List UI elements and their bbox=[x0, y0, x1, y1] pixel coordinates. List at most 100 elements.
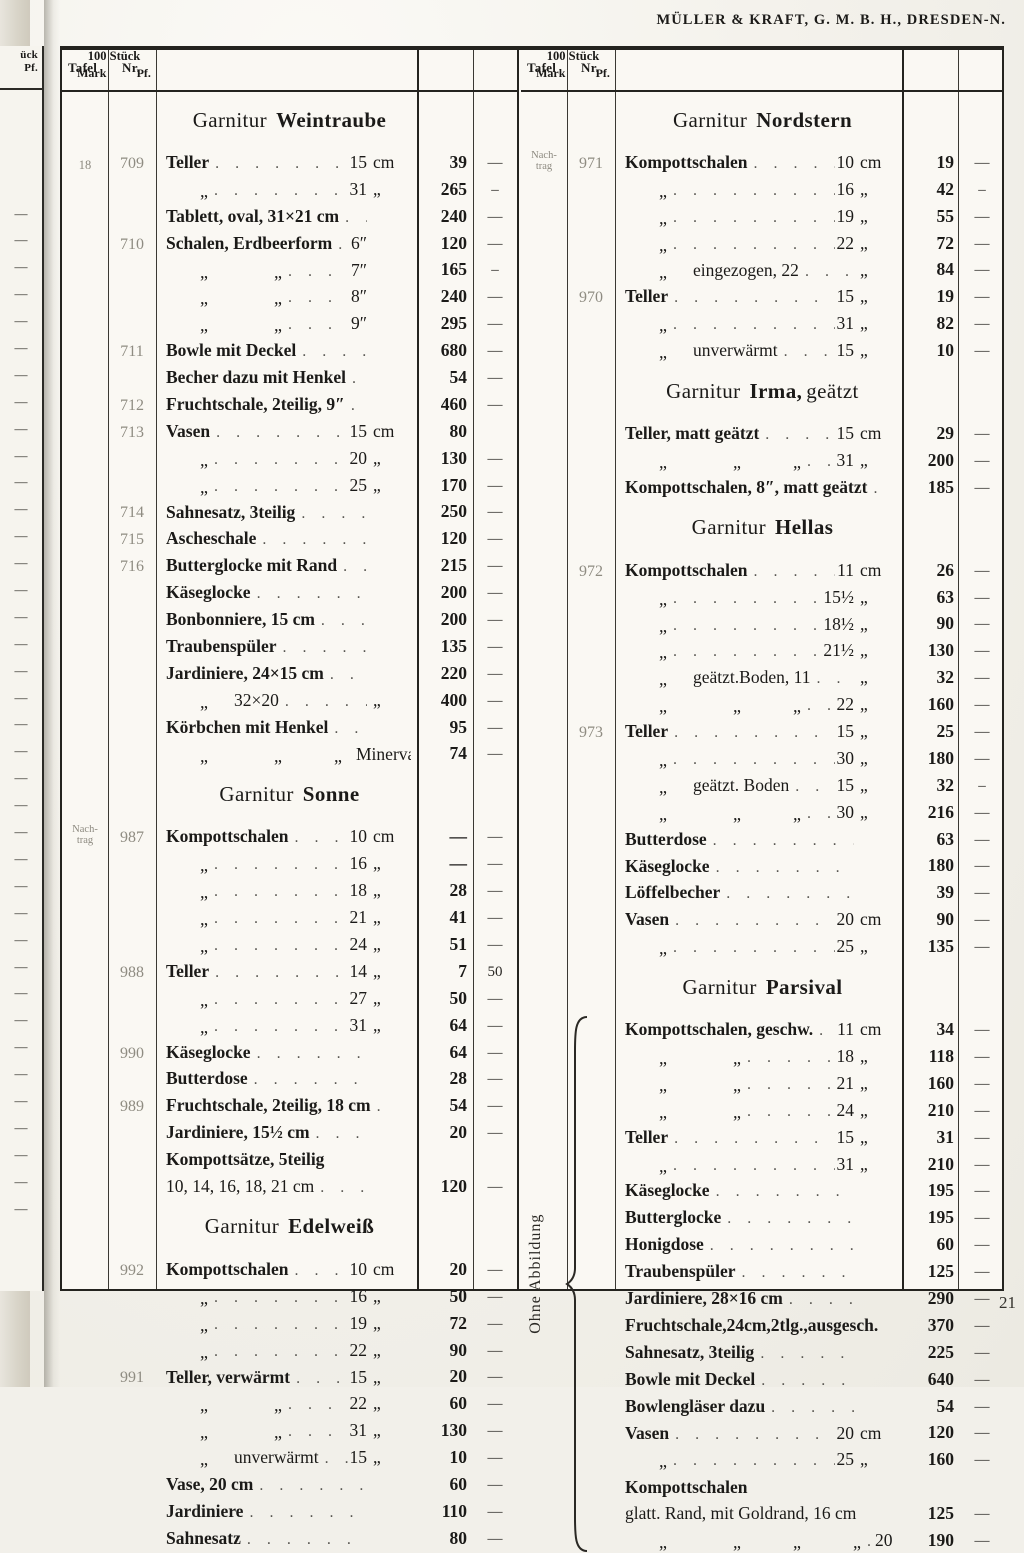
table-row[interactable]: 973 Teller . . . . . . . . . . . . . . . .… bbox=[521, 717, 1004, 744]
table-row[interactable]: 10, 14, 16, 18, 21 cm . . . . . . . . . .… bbox=[62, 1172, 517, 1199]
table-row[interactable]: Traubenspüler . . . . . . . . . . . . . .… bbox=[62, 632, 517, 659]
table-row[interactable]: Nach-trag 971 Kompottschalen . . . . . . . … bbox=[521, 148, 1004, 175]
table-row[interactable]: „ . . . . . . . . . . . . . . . . . . . .… bbox=[521, 1445, 1004, 1472]
table-row[interactable]: Bowle mit Deckel . . . . . . . . . . . . … bbox=[521, 1365, 1004, 1392]
table-row[interactable]: „ „ . . . . . . . . . . . . . . . . . . . … bbox=[62, 1416, 517, 1443]
table-row[interactable]: Becher dazu mit Henkel . . . . . . . . . … bbox=[62, 363, 517, 390]
header-price-group: 100 Stück Mark Pf. bbox=[521, 48, 625, 81]
table-row[interactable]: „ . . . . . . . . . . . . . . . . . . . .… bbox=[62, 444, 517, 471]
table-row[interactable]: 992 Kompottschalen . . . . . . . . . . . .… bbox=[62, 1255, 517, 1282]
table-row[interactable]: Bowlengläser dazu . . . . . . . . . . . .… bbox=[521, 1392, 1004, 1419]
table-row[interactable]: Butterglocke . . . . . . . . . . . . . . … bbox=[521, 1203, 1004, 1230]
table-row[interactable]: Butterdose . . . . . . . . . . . . . . . … bbox=[521, 825, 1004, 852]
table-row[interactable]: „ eingezogen, 22 . . . . . . . . . . . . .… bbox=[521, 256, 1004, 283]
column-rule-price bbox=[902, 48, 904, 1289]
table-row[interactable]: Kompottschalen bbox=[521, 1472, 1004, 1499]
dot-leader: . . . . . . . . . . . . . . . . . . . . … bbox=[350, 397, 367, 414]
table-row[interactable]: „ unverwärmt . . . . . . . . . . . . . . .… bbox=[62, 1443, 517, 1470]
table-row[interactable]: Käseglocke . . . . . . . . . . . . . . . … bbox=[521, 852, 1004, 879]
table-row[interactable]: „ . . . . . . . . . . . . . . . . . . . .… bbox=[521, 1150, 1004, 1177]
table-row[interactable]: 715 Ascheschale . . . . . . . . . . . . . … bbox=[62, 524, 517, 551]
table-row[interactable]: Jardiniere, 24×15 cm . . . . . . . . . . … bbox=[62, 659, 517, 686]
table-row[interactable]: Jardiniere, 15½ cm . . . . . . . . . . . … bbox=[62, 1118, 517, 1145]
table-row[interactable]: „ . . . . . . . . . . . . . . . . . . . .… bbox=[521, 583, 1004, 610]
cell-description: „ „ . . . . . . . . . . . . . . . . . . . … bbox=[156, 1420, 411, 1443]
table-row[interactable]: „ . . . . . . . . . . . . . . . . . . . .… bbox=[62, 175, 517, 202]
table-row[interactable]: 714 Sahnesatz, 3teilig . . . . . . . . . .… bbox=[62, 498, 517, 525]
table-row[interactable]: 970 Teller . . . . . . . . . . . . . . . .… bbox=[521, 282, 1004, 309]
table-row[interactable]: „ „ . . . . . . . . . . . . . . . . . . . … bbox=[521, 1096, 1004, 1123]
table-row[interactable]: „ . . . . . . . . . . . . . . . . . . . .… bbox=[62, 930, 517, 957]
table-row[interactable]: „ . . . . . . . . . . . . . . . . . . . .… bbox=[521, 229, 1004, 256]
table-row[interactable]: „ . . . . . . . . . . . . . . . . . . . .… bbox=[521, 175, 1004, 202]
table-row[interactable]: „ „ . . . . . . . . . . . . . . . . . . . … bbox=[521, 1069, 1004, 1096]
table-row[interactable]: „ . . . . . . . . . . . . . . . . . . . .… bbox=[62, 849, 517, 876]
table-row[interactable]: Butterdose . . . . . . . . . . . . . . . … bbox=[62, 1065, 517, 1092]
table-row[interactable]: 972 Kompottschalen . . . . . . . . . . . .… bbox=[521, 556, 1004, 583]
table-row[interactable]: „ unverwärmt . . . . . . . . . . . . . . .… bbox=[521, 336, 1004, 363]
table-row[interactable]: Tablett, oval, 31×21 cm . . . . . . . . .… bbox=[62, 202, 517, 229]
table-row[interactable]: 711 Bowle mit Deckel . . . . . . . . . . .… bbox=[62, 336, 517, 363]
table-row[interactable]: „ „ „ . . . . . . . . . . . . . . . . . . .… bbox=[521, 690, 1004, 717]
table-row[interactable]: „ . . . . . . . . . . . . . . . . . . . .… bbox=[521, 309, 1004, 336]
table-row[interactable]: 991 Teller, verwärmt . . . . . . . . . . .… bbox=[62, 1363, 517, 1390]
table-row[interactable]: Nach-trag 987 Kompottschalen . . . . . . . … bbox=[62, 822, 517, 849]
table-row[interactable]: Sahnesatz, 3teilig . . . . . . . . . . . … bbox=[521, 1338, 1004, 1365]
table-row[interactable]: Käseglocke . . . . . . . . . . . . . . . … bbox=[62, 578, 517, 605]
table-row[interactable]: Fruchtschale,24cm,2tlg.,ausgesch. 370 — bbox=[521, 1311, 1004, 1338]
table-row[interactable]: Vasen . . . . . . . . . . . . . . . . . .… bbox=[521, 1419, 1004, 1446]
table-row[interactable]: „ „ „ . . . . . . . . . . . . . . . . . . .… bbox=[521, 446, 1004, 473]
table-row[interactable]: Vase, 20 cm . . . . . . . . . . . . . . .… bbox=[62, 1470, 517, 1497]
table-row[interactable]: Bonbonniere, 15 cm . . . . . . . . . . . … bbox=[62, 605, 517, 632]
table-row[interactable]: glatt. Rand, mit Goldrand, 16 cm 125 — bbox=[521, 1499, 1004, 1526]
table-row[interactable]: „ . . . . . . . . . . . . . . . . . . . .… bbox=[62, 876, 517, 903]
table-row[interactable]: Käseglocke . . . . . . . . . . . . . . . … bbox=[521, 1177, 1004, 1204]
table-row[interactable]: „ . . . . . . . . . . . . . . . . . . . .… bbox=[62, 903, 517, 930]
table-row[interactable]: „ . . . . . . . . . . . . . . . . . . . .… bbox=[62, 1336, 517, 1363]
table-row[interactable]: „ „ . . . . . . . . . . . . . . . . . . . … bbox=[62, 309, 517, 336]
table-row[interactable]: Teller, matt geätzt . . . . . . . . . . .… bbox=[521, 419, 1004, 446]
table-row[interactable]: 713 Vasen . . . . . . . . . . . . . . . . … bbox=[62, 417, 517, 444]
table-row[interactable]: Teller . . . . . . . . . . . . . . . . . … bbox=[521, 1123, 1004, 1150]
table-row[interactable]: „ „ . . . . . . . . . . . . . . . . . . . … bbox=[62, 282, 517, 309]
table-row[interactable]: „ . . . . . . . . . . . . . . . . . . . .… bbox=[521, 932, 1004, 959]
table-row[interactable]: „ „ „ . . . . . . . . . . . . . . . . . . .… bbox=[521, 798, 1004, 825]
table-row[interactable]: „ 32×20 . . . . . . . . . . . . . . . . . … bbox=[62, 686, 517, 713]
table-row[interactable]: „ „ . . . . . . . . . . . . . . . . . . . … bbox=[521, 1042, 1004, 1069]
table-row[interactable]: „ geätzt. Boden . . . . . . . . . . . . . … bbox=[521, 771, 1004, 798]
table-row[interactable]: 710 Schalen, Erdbeerform . . . . . . . . .… bbox=[62, 229, 517, 256]
table-row[interactable]: „ geätzt.Boden, 11 . . . . . . . . . . . .… bbox=[521, 663, 1004, 690]
table-row[interactable]: Kompottschalen, geschw. . . . . . . . . .… bbox=[521, 1015, 1004, 1042]
table-row[interactable]: „ . . . . . . . . . . . . . . . . . . . .… bbox=[521, 744, 1004, 771]
table-row[interactable]: Vasen . . . . . . . . . . . . . . . . . .… bbox=[521, 905, 1004, 932]
table-row[interactable]: „ „ „ Minerva II 74 — bbox=[62, 740, 517, 767]
table-row[interactable]: „ . . . . . . . . . . . . . . . . . . . .… bbox=[62, 1282, 517, 1309]
table-row[interactable]: „„„„. . . . . . . . . . . . . . . . . . … bbox=[521, 1526, 1004, 1553]
table-row[interactable]: Körbchen mit Henkel . . . . . . . . . . .… bbox=[62, 713, 517, 740]
table-row[interactable]: Traubenspüler . . . . . . . . . . . . . .… bbox=[521, 1257, 1004, 1284]
description-size: 15 bbox=[349, 1367, 368, 1387]
table-row[interactable]: Kompottschalen, 8″, matt geätzt. . . . .… bbox=[521, 473, 1004, 500]
table-row[interactable]: „ . . . . . . . . . . . . . . . . . . . .… bbox=[521, 202, 1004, 229]
description-size: 31 bbox=[836, 450, 855, 470]
table-row[interactable]: Löffelbecher . . . . . . . . . . . . . . … bbox=[521, 878, 1004, 905]
table-row[interactable]: „ . . . . . . . . . . . . . . . . . . . .… bbox=[62, 1309, 517, 1336]
table-row[interactable]: „ . . . . . . . . . . . . . . . . . . . .… bbox=[62, 1011, 517, 1038]
table-row[interactable]: 990 Käseglocke . . . . . . . . . . . . . .… bbox=[62, 1038, 517, 1065]
table-row[interactable]: „ . . . . . . . . . . . . . . . . . . . .… bbox=[521, 636, 1004, 663]
table-row[interactable]: „ „ . . . . . . . . . . . . . . . . . . . … bbox=[62, 256, 517, 283]
table-row[interactable]: „ . . . . . . . . . . . . . . . . . . . .… bbox=[62, 984, 517, 1011]
table-row[interactable]: Sahnesatz . . . . . . . . . . . . . . . .… bbox=[62, 1524, 517, 1551]
table-row[interactable]: Jardiniere . . . . . . . . . . . . . . . … bbox=[62, 1497, 517, 1524]
table-row[interactable]: „ „ . . . . . . . . . . . . . . . . . . . … bbox=[62, 1389, 517, 1416]
table-row[interactable]: Honigdose . . . . . . . . . . . . . . . .… bbox=[521, 1230, 1004, 1257]
table-row[interactable]: 989 Fruchtschale, 2teilig, 18 cm. . . . .… bbox=[62, 1091, 517, 1118]
table-row[interactable]: Jardiniere, 28×16 cm . . . . . . . . . . … bbox=[521, 1284, 1004, 1311]
table-row[interactable]: „ . . . . . . . . . . . . . . . . . . . .… bbox=[521, 610, 1004, 637]
table-row[interactable]: 18 709 Teller . . . . . . . . . . . . . . .… bbox=[62, 148, 517, 175]
table-row[interactable]: Kompottsätze, 5teilig bbox=[62, 1145, 517, 1172]
table-row[interactable]: 988 Teller . . . . . . . . . . . . . . . .… bbox=[62, 957, 517, 984]
table-row[interactable]: 716 Butterglocke mit Rand . . . . . . . . … bbox=[62, 551, 517, 578]
table-row[interactable]: „ . . . . . . . . . . . . . . . . . . . .… bbox=[62, 471, 517, 498]
table-row[interactable]: 712 Fruchtschale, 2teilig, 9″ . . . . . . … bbox=[62, 390, 517, 417]
